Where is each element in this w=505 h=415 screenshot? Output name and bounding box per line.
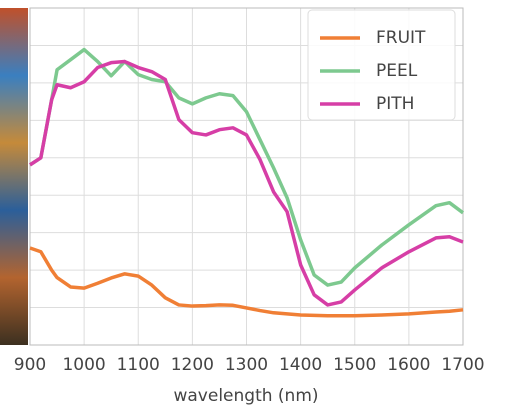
legend-label: PITH xyxy=(376,94,414,114)
legend-label: PEEL xyxy=(376,61,418,81)
x-tick-label: 1100 xyxy=(117,355,160,375)
x-tick-label: 1000 xyxy=(62,355,105,375)
x-tick-label: 1400 xyxy=(279,355,322,375)
page: wavelength (nm) 900 1000 1100 1200 1300 1400 1… xyxy=(0,0,505,415)
x-tick-label: 900 xyxy=(14,355,46,375)
x-tick-label: 1600 xyxy=(387,355,430,375)
x-tick-label: 1500 xyxy=(333,355,376,375)
legend-label: FRUIT xyxy=(376,28,426,48)
image-strip xyxy=(0,8,28,345)
x-axis-label: wavelength (nm) xyxy=(173,386,318,406)
x-tick-label: 1300 xyxy=(225,355,268,375)
x-tick-label: 1700 xyxy=(441,355,484,375)
chart: wavelength (nm) 900 1000 1100 1200 1300 1400 1… xyxy=(0,0,505,411)
x-tick-label: 1200 xyxy=(171,355,214,375)
